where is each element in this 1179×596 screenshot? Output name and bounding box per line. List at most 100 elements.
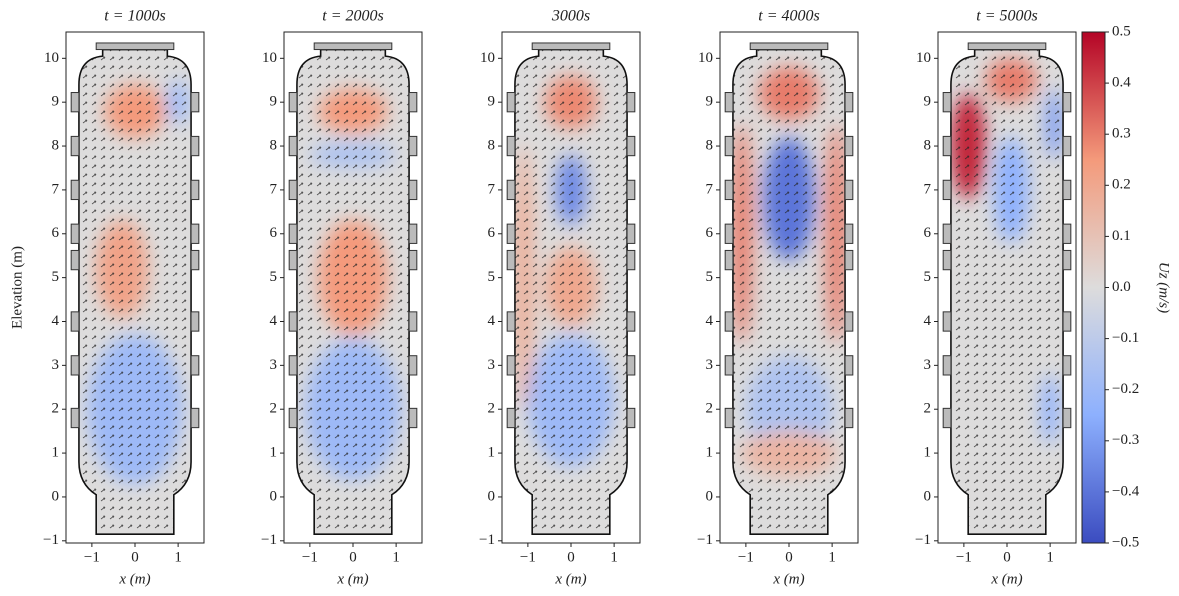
colorbar-tick-label: 0.3 bbox=[1112, 126, 1131, 142]
y-tick-label: 3 bbox=[488, 357, 496, 373]
nozzle bbox=[724, 135, 734, 157]
nozzle bbox=[506, 249, 516, 271]
nozzle bbox=[408, 179, 418, 201]
panel-title: t = 4000s bbox=[758, 8, 819, 25]
x-axis-label: x (m) bbox=[772, 571, 804, 587]
y-tick-label: 8 bbox=[488, 137, 496, 153]
y-tick-label: 10 bbox=[698, 50, 713, 66]
y-tick-label: −1 bbox=[261, 532, 277, 548]
y-tick-label: 5 bbox=[52, 269, 60, 285]
nozzle bbox=[626, 311, 636, 332]
nozzle bbox=[506, 355, 516, 376]
vessel-outline bbox=[514, 48, 628, 536]
x-tick-label: 0 bbox=[785, 549, 793, 565]
quiver bbox=[296, 49, 410, 535]
y-axis-label: Elevation (m) bbox=[9, 246, 25, 329]
field bbox=[732, 49, 846, 535]
nozzle bbox=[626, 179, 636, 201]
y-tick-label: 2 bbox=[706, 401, 714, 417]
nozzle bbox=[724, 355, 734, 376]
top-flange bbox=[749, 42, 829, 51]
colorbar-tick-label: −0.4 bbox=[1112, 483, 1140, 499]
x-axis-label: x (m) bbox=[554, 571, 586, 587]
nozzle bbox=[288, 249, 298, 271]
nozzle bbox=[70, 92, 80, 113]
x-tick-label: 1 bbox=[1046, 549, 1054, 565]
panel-title: t = 2000s bbox=[322, 8, 383, 25]
y-tick-label: 5 bbox=[924, 269, 932, 285]
y-tick-label: 9 bbox=[488, 94, 496, 110]
y-tick-label: 4 bbox=[52, 313, 60, 329]
nozzle bbox=[1062, 223, 1072, 244]
y-tick-label: 0 bbox=[924, 488, 932, 504]
y-tick-label: −1 bbox=[697, 532, 713, 548]
y-tick-label: 9 bbox=[924, 94, 932, 110]
vessel-outline bbox=[78, 48, 192, 536]
y-tick-label: 10 bbox=[44, 50, 59, 66]
y-tick-label: 2 bbox=[52, 401, 60, 417]
y-tick-label: 10 bbox=[480, 50, 495, 66]
y-tick-label: 6 bbox=[52, 225, 60, 241]
nozzle bbox=[288, 407, 298, 429]
nozzle bbox=[506, 92, 516, 113]
y-tick-label: 5 bbox=[488, 269, 496, 285]
nozzle bbox=[190, 135, 200, 157]
y-tick-label: 3 bbox=[52, 357, 60, 373]
colorbar-tick-label: −0.2 bbox=[1112, 381, 1139, 397]
y-tick-label: 9 bbox=[270, 94, 278, 110]
nozzle bbox=[844, 135, 854, 157]
nozzle bbox=[408, 135, 418, 157]
y-tick-label: 6 bbox=[924, 225, 932, 241]
nozzle bbox=[942, 311, 952, 332]
field bbox=[78, 49, 192, 535]
quiver bbox=[78, 49, 192, 535]
nozzle bbox=[408, 311, 418, 332]
nozzle bbox=[506, 179, 516, 201]
nozzle bbox=[70, 355, 80, 376]
nozzle bbox=[942, 407, 952, 429]
x-axis-label: x (m) bbox=[336, 571, 368, 587]
top-flange bbox=[95, 42, 175, 51]
y-tick-label: 1 bbox=[924, 445, 932, 461]
y-tick-label: 1 bbox=[706, 445, 714, 461]
y-tick-label: 8 bbox=[924, 137, 932, 153]
colorbar-tick-label: 0.1 bbox=[1112, 228, 1131, 244]
nozzle bbox=[190, 179, 200, 201]
colorbar-tick-label: −0.3 bbox=[1112, 432, 1139, 448]
y-tick-label: 2 bbox=[270, 401, 278, 417]
x-tick-label: −1 bbox=[302, 549, 318, 565]
nozzle bbox=[70, 407, 80, 429]
y-tick-label: −1 bbox=[479, 532, 495, 548]
nozzle bbox=[1062, 179, 1072, 201]
x-tick-label: −1 bbox=[84, 549, 100, 565]
y-tick-label: −1 bbox=[43, 532, 59, 548]
nozzle bbox=[408, 223, 418, 244]
y-tick-label: 0 bbox=[52, 488, 60, 504]
nozzle bbox=[626, 223, 636, 244]
nozzle bbox=[626, 92, 636, 113]
y-tick-label: 5 bbox=[270, 269, 278, 285]
y-tick-label: 9 bbox=[706, 94, 714, 110]
quiver bbox=[514, 49, 628, 535]
x-tick-label: 0 bbox=[1003, 549, 1011, 565]
nozzle bbox=[626, 407, 636, 429]
x-tick-label: 0 bbox=[349, 549, 357, 565]
nozzle bbox=[1062, 249, 1072, 271]
colorbar-tick-label: 0.0 bbox=[1112, 279, 1131, 295]
nozzle bbox=[626, 355, 636, 376]
nozzle bbox=[942, 249, 952, 271]
nozzle bbox=[288, 355, 298, 376]
nozzle bbox=[1062, 407, 1072, 429]
nozzle bbox=[724, 249, 734, 271]
nozzle bbox=[844, 355, 854, 376]
field bbox=[296, 49, 410, 535]
y-tick-label: 4 bbox=[488, 313, 496, 329]
y-tick-label: 8 bbox=[52, 137, 60, 153]
nozzle bbox=[844, 223, 854, 244]
nozzle bbox=[190, 311, 200, 332]
y-tick-label: 3 bbox=[924, 357, 932, 373]
nozzle bbox=[288, 223, 298, 244]
y-tick-label: 0 bbox=[706, 488, 714, 504]
nozzle bbox=[288, 135, 298, 157]
nozzle bbox=[408, 92, 418, 113]
